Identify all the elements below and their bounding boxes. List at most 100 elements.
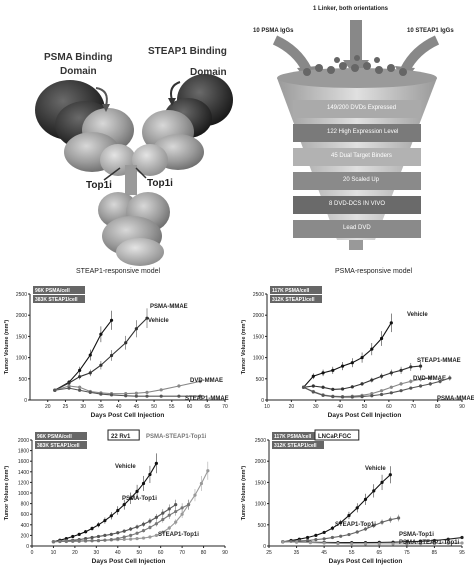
cell-count-badge: 96K PSMA/cell (35, 288, 70, 294)
data-point (129, 533, 133, 537)
data-point (311, 390, 315, 394)
data-point (167, 513, 171, 517)
data-point (448, 376, 452, 380)
funnel-psma-igg: 10 PSMA IgGs (253, 28, 294, 34)
funnel-step-1: 149/200 DVDs Expressed (327, 105, 397, 111)
x-tick-label: 45 (321, 550, 327, 556)
y-tick-label: 400 (21, 523, 30, 529)
cell-count-badge: 312K STEAP1/cell (272, 297, 315, 303)
series-line-steap1-mmae (54, 387, 201, 397)
y-tick-label: 1000 (253, 356, 264, 362)
data-point (322, 530, 326, 535)
data-point (428, 382, 432, 386)
cell-count-badge: 383K STEAP1/cell (37, 443, 80, 449)
data-point (388, 518, 392, 522)
series-label: Vehicle (365, 466, 386, 472)
data-point (379, 392, 384, 397)
data-point (340, 387, 345, 391)
data-point (58, 539, 62, 544)
top1i-right-label: Top1i (147, 178, 173, 189)
data-point (321, 393, 325, 397)
data-point (396, 516, 401, 520)
data-point (129, 496, 133, 500)
data-point (148, 472, 152, 477)
funnel-illustration (272, 20, 440, 250)
data-point (71, 539, 75, 543)
x-axis-label: Days Post Cell Injection (92, 558, 166, 565)
data-point (350, 385, 354, 389)
y-tick-label: 2500 (16, 292, 27, 298)
data-point (96, 523, 101, 527)
top1i-left-label: Top1i (86, 180, 112, 191)
x-tick-label: 85 (432, 550, 438, 556)
x-tick-label: 30 (94, 550, 100, 556)
data-point (419, 539, 423, 543)
data-point (148, 525, 152, 530)
x-tick-label: 20 (45, 404, 51, 410)
data-point (389, 371, 393, 375)
data-point (88, 390, 92, 394)
x-tick-label: 60 (386, 404, 392, 410)
x-tick-label: 90 (222, 550, 228, 556)
data-point (370, 378, 374, 382)
data-point (90, 539, 94, 543)
data-point (360, 382, 364, 386)
data-point (161, 511, 165, 515)
data-point (399, 389, 403, 393)
y-tick-label: 2000 (253, 313, 264, 319)
series-label: Vehicle (148, 318, 169, 324)
data-point (122, 535, 126, 539)
y-axis-label: Tumor Volume (mm³) (240, 466, 247, 521)
data-point (314, 533, 318, 537)
x-tick-label: 80 (201, 550, 207, 556)
data-point (380, 520, 384, 524)
data-point (350, 395, 354, 399)
y-tick-label: 1000 (255, 502, 266, 508)
data-point (432, 538, 437, 543)
x-axis-label: Days Post Cell Injection (328, 412, 402, 419)
data-point (51, 540, 56, 544)
data-point (154, 461, 158, 465)
x-tick-label: 25 (266, 550, 272, 556)
x-tick-label: 70 (179, 550, 185, 556)
data-point (360, 395, 364, 399)
y-tick-label: 800 (21, 502, 30, 508)
series-line-psma-steap1-top1i (282, 541, 463, 545)
x-tick-label: 65 (377, 550, 383, 556)
y-tick-label: 0 (261, 398, 264, 404)
x-tick-label: 60 (158, 550, 164, 556)
data-point (389, 321, 393, 325)
cell-count-badge: 117K PSMA/cell (274, 434, 312, 440)
series-label: STEAP1-Top1i (158, 532, 199, 538)
data-point (88, 371, 92, 375)
funnel-header: 1 Linker, both orientations (313, 6, 389, 12)
data-point (145, 394, 149, 398)
chart-4-svg: 25 35 45 55 65 75 85 95 0 500 1000 1500 2000 2500 Days… (240, 429, 465, 565)
x-tick-label: 20 (289, 404, 295, 410)
data-point (154, 515, 158, 519)
cell-line-box (107, 429, 140, 441)
data-point (330, 535, 335, 540)
badge-box (33, 295, 85, 303)
y-axis-label: Tumor Volume (mm³) (3, 320, 10, 375)
data-point (331, 387, 335, 391)
data-point (134, 327, 138, 331)
data-point (389, 391, 393, 395)
data-point (64, 539, 68, 544)
series-line-vehicle (303, 322, 392, 388)
data-point (308, 541, 312, 545)
data-point (122, 529, 126, 533)
cell-count-badge: 312K STEAP1/cell (274, 443, 317, 449)
data-point (180, 506, 184, 510)
series-label: Vehicle (407, 312, 428, 318)
data-point (77, 532, 81, 536)
chart-3: 0 10 20 30 40 50 60 70 80 90 0 200 400 600 800 1000 1200… (0, 426, 237, 571)
data-point (322, 541, 326, 545)
y-tick-label: 600 (21, 512, 30, 518)
data-point (134, 391, 138, 395)
x-tick-label: 35 (294, 550, 300, 556)
data-point (174, 520, 178, 524)
badge-box (33, 286, 85, 294)
x-tick-label: 70 (410, 404, 416, 410)
data-point (405, 542, 409, 546)
